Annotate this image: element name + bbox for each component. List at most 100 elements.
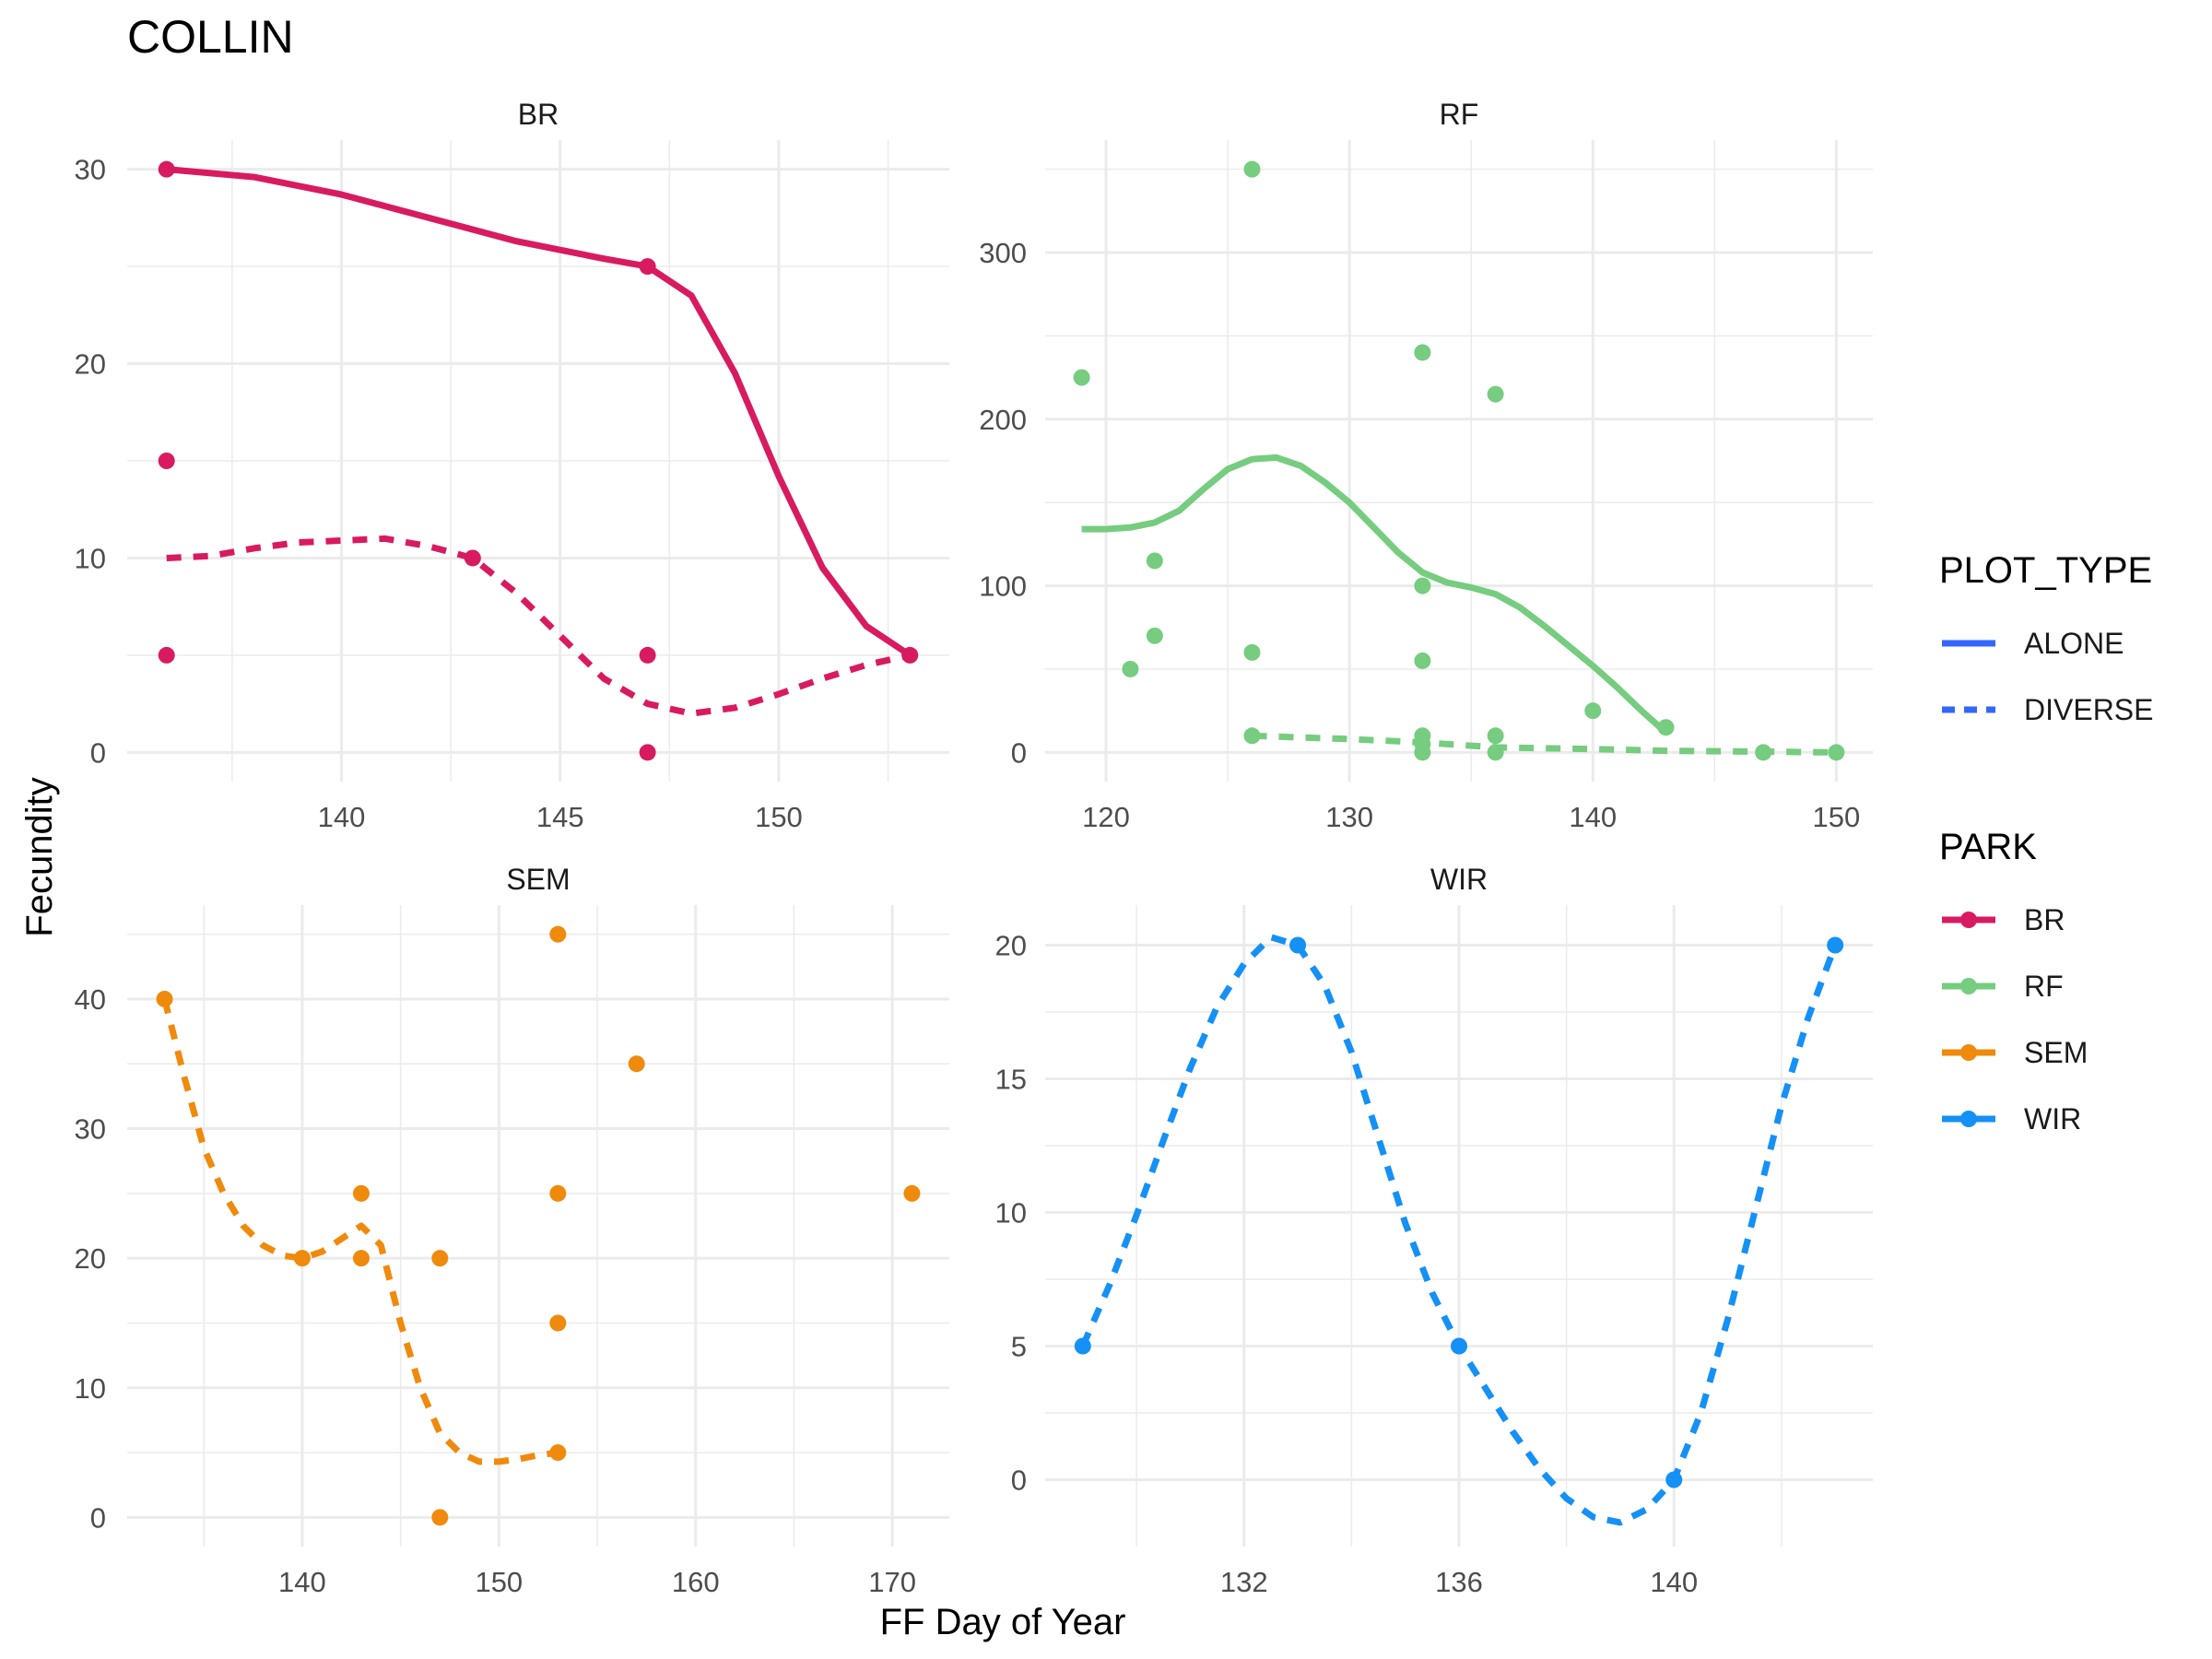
data-point [1289,936,1307,954]
y-tick-label: 20 [995,930,1027,962]
data-point [639,744,656,761]
legend-label-wir: WIR [2024,1102,2081,1135]
x-tick-label: 130 [1325,801,1373,833]
facet-strip-label: BR [518,98,559,131]
data-point [639,258,656,276]
legend-label-alone: ALONE [2024,627,2124,660]
y-tick-label: 100 [979,571,1027,603]
legend-label-br: BR [2024,903,2065,936]
legend-label-sem: SEM [2024,1036,2088,1069]
smooth-line-diverse [161,998,559,1465]
data-point [1414,344,1431,361]
x-tick-label: 136 [1435,1566,1483,1598]
y-tick-label: 10 [995,1197,1027,1230]
data-point [1828,744,1845,761]
chart-title: COLLIN [127,11,294,63]
x-tick-label: 140 [1650,1566,1698,1598]
smooth-line-alone [1081,453,1668,735]
legend-title-park: PARK [1939,827,2037,867]
data-point [1414,577,1431,594]
x-tick-label: 145 [536,801,584,833]
data-point [549,925,567,943]
facet-panel-br: BR 140 145 150 0 10 20 30 [75,98,949,833]
data-point [1243,160,1261,178]
data-point [1414,744,1431,761]
data-point [293,1250,311,1267]
y-tick-label: 15 [995,1064,1027,1096]
data-point [549,1444,567,1462]
y-tick-label: 5 [1011,1331,1027,1363]
facet-panel-sem: SEM 140 150 160 170 0 10 20 30 40 [75,863,949,1598]
y-tick-label: 40 [75,983,106,1016]
data-point [1487,727,1504,745]
data-point [1146,627,1163,644]
facet-panel-wir: WIR 132 136 140 0 5 10 15 20 [995,863,1873,1598]
x-tick-label: 140 [1569,801,1617,833]
data-point [1665,1471,1683,1488]
facet-strip-label: WIR [1430,863,1488,896]
data-point [1414,652,1431,669]
data-point [628,1055,645,1073]
data-point [903,1184,921,1202]
y-tick-label: 10 [75,542,106,574]
data-point [1122,660,1139,677]
x-tick-label: 170 [868,1566,916,1598]
data-point [1451,1337,1467,1355]
smooth-line-diverse [1252,732,1837,756]
facet-panel-rf: RF 120 130 140 150 0 100 200 300 [979,98,1873,833]
x-axis-label: FF Day of Year [880,1602,1126,1642]
x-tick-label: 150 [755,801,803,833]
y-tick-label: 0 [1011,736,1027,769]
facet-strip-label: RF [1440,98,1479,131]
y-axis-label: Fecundity [19,777,60,936]
data-point [1243,727,1261,745]
data-point [1827,936,1844,954]
data-point [1074,1337,1091,1355]
data-point [1487,744,1504,761]
legend-label-diverse: DIVERSE [2024,693,2153,726]
legend-key-point [1960,978,1977,994]
data-point [1487,385,1504,403]
data-point [1243,643,1261,661]
legend-label-rf: RF [2024,970,2064,1003]
smooth-line-diverse [166,535,912,717]
smooth-line-alone [166,166,912,658]
data-point [431,1250,449,1267]
data-point [901,646,919,664]
legend-title-plot-type: PLOT_TYPE [1939,550,2152,591]
data-point [1146,552,1163,570]
data-point [158,160,175,178]
y-tick-label: 0 [90,736,106,769]
data-point [1657,719,1675,736]
x-tick-label: 120 [1082,801,1130,833]
data-point [1755,744,1772,761]
legend-key-point [1960,1111,1977,1127]
x-tick-label: 150 [1813,801,1861,833]
x-tick-label: 140 [318,801,366,833]
y-tick-label: 20 [75,1242,106,1275]
y-tick-label: 10 [75,1372,106,1405]
x-tick-label: 132 [1220,1566,1268,1598]
data-point [352,1250,370,1267]
data-point [464,549,481,567]
y-tick-label: 0 [1011,1465,1027,1497]
data-point [158,646,175,664]
y-tick-label: 20 [75,348,106,381]
y-tick-label: 200 [979,404,1027,436]
data-point [352,1184,370,1202]
y-tick-label: 30 [75,1113,106,1146]
facet-strip-label: SEM [506,863,570,896]
x-tick-label: 160 [672,1566,720,1598]
data-point [158,453,175,469]
legend-key-point [1960,912,1977,928]
y-tick-label: 30 [75,154,106,186]
legend-key-point [1960,1044,1977,1061]
x-tick-label: 150 [475,1566,523,1598]
y-tick-label: 0 [90,1501,106,1534]
data-point [431,1509,449,1526]
data-point [156,990,173,1007]
data-point [1073,369,1090,386]
x-tick-label: 140 [278,1566,326,1598]
